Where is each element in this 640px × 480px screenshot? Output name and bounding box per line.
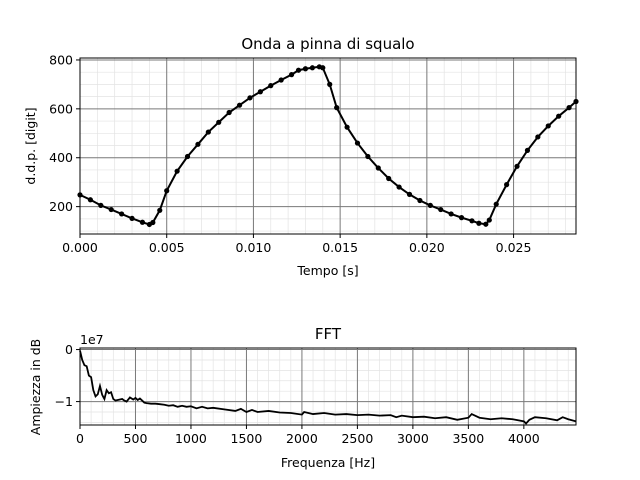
waveform-data-point [205, 129, 211, 135]
waveform-data-point [375, 165, 381, 171]
fft-y-tick-label: −1 [55, 394, 73, 409]
fft-x-tick-label: 4000 [508, 431, 540, 446]
waveform-data-point [139, 219, 146, 225]
fft-x-tick-label: 1500 [231, 431, 263, 446]
waveform-data-point [545, 123, 551, 129]
waveform-data-point [458, 215, 465, 221]
waveform-data-point [129, 215, 135, 221]
waveform-data-point [504, 182, 510, 188]
waveform-data-point [278, 77, 284, 83]
waveform-y-tick-label: 800 [49, 52, 73, 67]
fft-axes-frame [79, 347, 577, 426]
waveform-data-point [406, 191, 413, 197]
waveform-x-tick-label: 0.010 [236, 240, 272, 255]
waveform-data-point [87, 197, 94, 203]
waveform-data-point [236, 102, 243, 108]
waveform-data-point [216, 119, 222, 125]
fft-x-axis-label: Frequenza [Hz] [281, 455, 375, 470]
waveform-data-point [535, 134, 541, 140]
fft-y-tick-label: 0 [65, 342, 73, 357]
waveform-data-point [365, 153, 371, 160]
waveform-x-tick-label: 0.005 [149, 240, 185, 255]
waveform-data-point [386, 175, 392, 182]
waveform-data-point [184, 153, 191, 160]
waveform-y-tick-label: 400 [49, 150, 73, 165]
waveform-data-point [226, 109, 232, 116]
waveform-data-point [174, 168, 180, 174]
waveform-y-tick-label: 600 [49, 101, 73, 116]
fft-x-tick-label: 3500 [452, 431, 484, 446]
waveform-data-point [257, 89, 263, 95]
waveform-x-tick-label: 0.015 [322, 240, 358, 255]
waveform-data-point [108, 206, 114, 213]
waveform-data-point [320, 65, 326, 71]
waveform-axes-frame [79, 57, 577, 235]
fft-x-tick-label: 500 [124, 431, 148, 446]
waveform-ticks: 0.000 0.005 0.010 0.015 0.020 0.025 200 400 600 8… [49, 52, 531, 255]
waveform-data-point [302, 66, 309, 72]
waveform-data-point [164, 188, 170, 194]
waveform-x-tick-label: 0.025 [496, 240, 532, 255]
waveform-data-point [417, 197, 423, 204]
waveform-x-tick-label: 0.000 [62, 240, 98, 255]
waveform-data-point [469, 218, 475, 224]
waveform-series [77, 64, 579, 228]
waveform-x-axis-label: Tempo [s] [296, 263, 358, 278]
fft-plot: FFT 1e7 0 500 1000 1500 2000 2500 3000 3500 4000… [28, 325, 577, 470]
waveform-data-point [476, 220, 482, 226]
waveform-data-point [344, 124, 350, 130]
waveform-grid [79, 58, 576, 234]
fft-x-tick-label: 0 [76, 431, 84, 446]
fft-series [79, 350, 577, 425]
waveform-data-point [288, 72, 295, 78]
waveform-data-point [295, 67, 302, 73]
fft-x-tick-label: 3000 [397, 431, 429, 446]
fft-offset-label: 1e7 [80, 332, 104, 347]
waveform-plot: Onda a pinna di squalo 0.000 0.005 0.010 0.… [23, 35, 579, 278]
waveform-data-point [524, 147, 531, 153]
waveform-data-point [354, 140, 361, 146]
waveform-data-point [157, 207, 163, 213]
waveform-data-point [119, 211, 125, 217]
waveform-data-point [247, 95, 253, 101]
waveform-data-point [486, 217, 492, 223]
waveform-data-point [195, 141, 201, 147]
fft-x-tick-label: 1000 [175, 431, 207, 446]
waveform-data-point [438, 206, 444, 213]
fft-ticks: 0 500 1000 1500 2000 2500 3000 3500 4000 0 −1 [55, 342, 540, 446]
waveform-y-tick-label: 200 [49, 199, 73, 214]
waveform-data-point [493, 201, 499, 207]
waveform-data-point [448, 211, 454, 217]
waveform-data-point [396, 184, 402, 190]
fft-title: FFT [315, 325, 342, 343]
waveform-data-point [334, 105, 340, 111]
waveform-title: Onda a pinna di squalo [241, 35, 414, 53]
fft-y-axis-label: Ampiezza in dB [28, 339, 43, 435]
fft-x-tick-label: 2000 [286, 431, 318, 446]
waveform-data-point [268, 83, 274, 89]
fft-line [79, 350, 577, 425]
fft-grid [79, 348, 576, 425]
waveform-data-point [483, 221, 489, 227]
waveform-data-point [566, 105, 572, 111]
waveform-y-axis-label: d.d.p. [digit] [23, 107, 38, 184]
waveform-data-point [427, 202, 433, 208]
waveform-data-point [150, 219, 156, 226]
waveform-data-point [309, 65, 315, 71]
waveform-data-point [556, 113, 562, 119]
waveform-data-point [327, 81, 333, 87]
waveform-data-point [514, 163, 520, 169]
waveform-data-point [98, 202, 104, 208]
fft-x-tick-label: 2500 [341, 431, 373, 446]
waveform-x-tick-label: 0.020 [409, 240, 445, 255]
